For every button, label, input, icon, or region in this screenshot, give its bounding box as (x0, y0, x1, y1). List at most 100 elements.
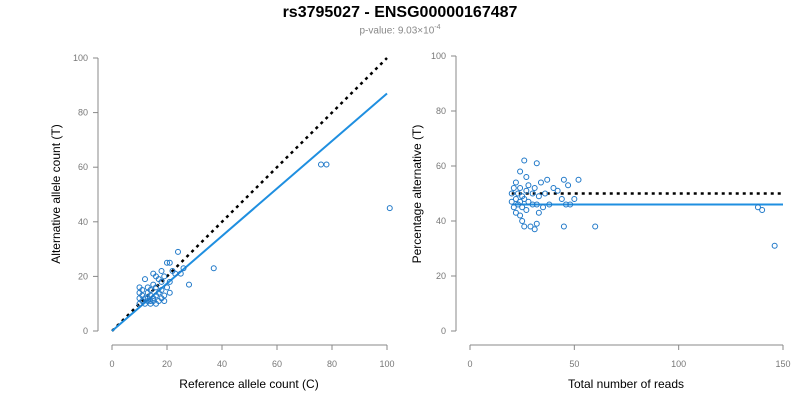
left-y-tick-label: 20 (78, 271, 88, 281)
right-x-tick-label: 50 (569, 359, 579, 369)
left-data-point (180, 265, 187, 272)
right-data-point (525, 182, 532, 189)
left-plot: 0 20 40 60 80 100 0 20 40 60 80 100 Reference allele… (49, 53, 395, 391)
left-data-point (158, 278, 165, 285)
right-data-point (560, 176, 567, 183)
right-data-point (759, 207, 766, 213)
right-x-tick-label: 0 (467, 359, 472, 369)
right-data-point (554, 187, 561, 194)
right-data-point (517, 168, 524, 175)
right-data-point (512, 196, 519, 202)
right-data-point (512, 209, 519, 216)
right-data-point (510, 185, 517, 191)
left-y-axis-title: Alternative allele count (T) (49, 124, 63, 263)
left-x-tick-label: 40 (217, 359, 227, 369)
right-data-point (558, 196, 565, 202)
left-data-point (210, 265, 217, 272)
left-x-axis-title: Reference allele count (C) (179, 377, 318, 391)
right-y-tick-label: 40 (436, 216, 446, 226)
right-data-point (571, 196, 578, 202)
left-data-point (142, 276, 148, 283)
right-y-tick-label: 20 (436, 271, 446, 281)
right-data-point (521, 196, 528, 202)
right-y-tick-label: 80 (436, 106, 446, 116)
right-data-point (519, 204, 526, 211)
p-value-subtitle: p-value: 9.03×10-4 (0, 24, 800, 36)
left-y-tick-label: 0 (83, 326, 88, 336)
left-data-point (139, 287, 146, 294)
right-data-point (523, 207, 530, 213)
right-data-point (527, 223, 534, 230)
left-data-point (147, 287, 154, 294)
right-y-tick-label: 100 (431, 51, 446, 61)
right-data-point (517, 198, 524, 205)
left-data-point (386, 205, 393, 212)
right-data-point (533, 201, 540, 208)
left-y-tick-label: 80 (78, 108, 88, 118)
left-fit-line (111, 92, 388, 332)
right-x-tick-label: 150 (775, 359, 790, 369)
left-data-point (166, 259, 173, 266)
right-plot: 0 50 100 150 0 20 40 60 80 100 Total number of rea… (410, 51, 791, 391)
page-title: rs3795027 - ENSG00000167487 (282, 4, 518, 21)
right-data-point (533, 220, 540, 227)
left-data-point (323, 161, 330, 168)
left-x-tick-label: 80 (327, 359, 337, 369)
right-data-point (531, 185, 538, 191)
left-data-point (175, 248, 181, 255)
right-data-point (521, 157, 528, 164)
right-data-point (517, 212, 524, 219)
left-data-point (164, 259, 170, 266)
right-data-point (535, 193, 542, 200)
right-x-tick-label: 100 (671, 359, 686, 369)
left-data-point (158, 287, 165, 294)
left-x-tick-label: 60 (272, 359, 282, 369)
left-data-point (318, 161, 324, 168)
right-data-point (754, 204, 761, 211)
right-data-point (565, 182, 572, 189)
right-data-point (529, 190, 536, 197)
right-data-point (562, 201, 569, 208)
left-x-tick-label: 100 (379, 359, 394, 369)
right-data-point (519, 218, 526, 224)
left-x-tick-label: 20 (162, 359, 172, 369)
right-data-point (517, 185, 524, 191)
right-data-point (592, 223, 599, 230)
right-data-point (529, 201, 536, 208)
right-data-point (567, 201, 574, 208)
right-data-point (537, 179, 544, 186)
right-data-point (575, 176, 582, 183)
right-data-point (523, 187, 530, 194)
left-data-point (161, 292, 168, 299)
right-data-point (550, 185, 557, 191)
right-y-axis-title: Percentage alternative (T) (410, 125, 424, 264)
right-x-axis-title: Total number of reads (568, 377, 684, 391)
right-data-point (510, 204, 517, 211)
right-data-point (560, 223, 567, 230)
p-value-exponent: -4 (434, 24, 441, 31)
right-data-point (544, 176, 551, 183)
right-data-point (521, 223, 528, 230)
left-y-tick-label: 100 (73, 53, 88, 63)
right-data-point (531, 226, 538, 233)
right-y-tick-label: 60 (436, 161, 446, 171)
right-data-point (771, 242, 778, 249)
left-data-point (161, 273, 168, 280)
left-data-point (166, 278, 173, 285)
left-data-point (166, 289, 173, 296)
right-data-point (514, 190, 521, 197)
right-data-point (542, 190, 549, 197)
left-y-tick-label: 40 (78, 217, 88, 227)
p-value-text: p-value: 9.03×10 (359, 25, 435, 37)
left-data-point (153, 284, 159, 291)
right-data-point (523, 174, 530, 180)
left-data-point (186, 281, 192, 288)
right-data-point (508, 190, 515, 197)
left-data-point (177, 270, 184, 277)
left-y-tick-label: 60 (78, 162, 88, 172)
left-data-point (158, 267, 165, 274)
right-data-point (525, 198, 532, 205)
right-data-point (533, 160, 540, 167)
right-data-point (540, 204, 547, 211)
